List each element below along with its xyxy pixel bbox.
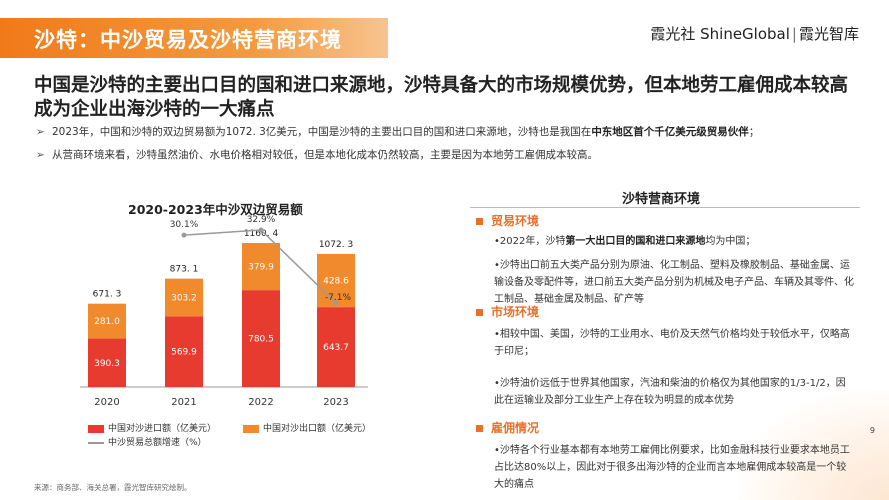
tick-label-2022: 2022 [248, 397, 273, 408]
label-import-2022: 780.5 [248, 335, 274, 345]
legend-import: 中国对沙进口额（亿美元） [88, 421, 216, 434]
label-total-2021: 873. 1 [170, 265, 199, 275]
legend-swatch-import [88, 424, 104, 433]
brand-separator: | [791, 25, 797, 43]
bar-import-2023 [317, 307, 355, 387]
growth-label-2021: 30.1% [170, 220, 199, 230]
summary-bullets: ➢ 2023年，中国和沙特的双边贸易额为1072. 3亿美元，中国是沙特的主要出… [34, 124, 874, 170]
bullet-text: 从营商环境来看，沙特虽然油价、水电价格相对较低，但是本地化成本仍然较高，主要是因… [52, 149, 598, 161]
section-market-title: 市场环境 [476, 303, 539, 320]
title-bar [0, 18, 388, 58]
square-bullet-icon [476, 425, 483, 432]
growth-point-2023 [333, 300, 339, 306]
bar-export-2023 [317, 253, 355, 308]
legend-line-growth [88, 441, 104, 444]
section-market-para2: •沙特油价远低于世界其他国家，汽油和柴油的价格仅为其他国家的1/3-1/2，因此… [494, 378, 846, 406]
square-bullet-icon [476, 218, 483, 225]
tick-label-2020: 2020 [94, 397, 119, 408]
section-trade-title: 贸易环境 [476, 212, 539, 229]
growth-label-2022: 32.9% [247, 215, 276, 225]
brand-logo: 霞光社 ShineGlobal | 霞光智库 [650, 23, 859, 44]
bar-export-2020 [88, 303, 126, 339]
legend-growth: 中沙贸易总额增速（%） [88, 435, 207, 448]
label-total-2020: 671. 3 [93, 290, 122, 300]
bar-export-2022 [242, 243, 280, 291]
tick-label-2023: 2023 [323, 397, 348, 408]
section-employment-title: 雇佣情况 [476, 419, 539, 436]
bar-import-2020 [88, 338, 126, 387]
bullet-trade: ➢ 2023年，中国和沙特的双边贸易额为1072. 3亿美元，中国是沙特的主要出… [34, 124, 874, 141]
brand-right: 霞光智库 [798, 25, 859, 43]
label-export-2022: 379.9 [248, 263, 274, 273]
panel-title: 沙特营商环境 [622, 192, 701, 207]
growth-label-2023: -7.1% [325, 293, 352, 303]
label-import-2021: 569.9 [171, 348, 197, 358]
legend-swatch-export [243, 424, 259, 433]
label-export-2020: 281.0 [94, 317, 120, 327]
page-number: 9 [869, 426, 875, 435]
tick-label-2021: 2021 [171, 397, 196, 408]
section-market-para1: •相较中国、美国，沙特的工业用水、电价及天然气价格均处于较低水平，仅略高于印尼； [494, 329, 850, 357]
arrow-bullet-icon: ➢ [36, 126, 45, 138]
bar-import-2021 [165, 316, 203, 387]
section-trade-para1: •2022年，沙特第一大出口目的国和进口来源地均为中国； [494, 236, 756, 247]
legend-label-growth: 中沙贸易总额增速（%） [108, 438, 207, 448]
brand-left: 霞光社 ShineGlobal [650, 25, 790, 43]
source-note: 来源：商务部、海关总署，霞光智库研究绘制。 [34, 483, 192, 492]
bar-import-2022 [242, 290, 280, 387]
panel-divider [470, 207, 860, 208]
bar-export-2021 [165, 278, 203, 317]
corner-decoration [739, 390, 889, 500]
bullet-text-end: ； [748, 126, 760, 138]
label-import-2023: 643.7 [323, 343, 349, 353]
section-employment-para1: •沙特各个行业基本都有本地劳工雇佣比例要求，比如金融科技行业要求本地员工占比达8… [494, 445, 850, 490]
bullet-business: ➢ 从营商环境来看，沙特虽然油价、水电价格相对较低，但是本地化成本仍然较高，主要… [34, 147, 874, 164]
legend-label-export: 中国对沙出口额（亿美元） [263, 424, 372, 434]
label-export-2021: 303.2 [171, 293, 197, 303]
label-export-2023: 428.6 [323, 277, 349, 287]
growth-point-2021 [181, 232, 187, 238]
bullet-bold-text: 中东地区首个千亿美元级贸易伙伴 [591, 126, 749, 138]
page-title: 沙特：中沙贸易及沙特营商环境 [34, 28, 342, 52]
arrow-bullet-icon: ➢ [36, 149, 45, 161]
chart-title: 2020-2023年中沙双边贸易额 [128, 202, 303, 217]
bullet-text: 2023年，中国和沙特的双边贸易额为1072. 3亿美元，中国是沙特的主要出口目… [52, 126, 592, 138]
square-bullet-icon [476, 309, 483, 316]
label-total-2023: 1072. 3 [319, 240, 353, 250]
label-total-2022: 1160. 4 [244, 229, 279, 239]
legend-label-import: 中国对沙进口额（亿美元） [108, 424, 217, 434]
headline: 中国是沙特的主要出口目的国和进口来源地，沙特具备大的市场规模优势，但本地劳工雇佣… [34, 75, 849, 120]
section-trade-para2: •沙特出口前五大类产品分别为原油、化工制品、塑料及橡胶制品、基础金属、运输设备及… [494, 260, 854, 305]
legend-export: 中国对沙出口额（亿美元） [243, 421, 371, 434]
label-import-2020: 390.3 [94, 359, 120, 369]
growth-point-2022 [258, 227, 264, 233]
